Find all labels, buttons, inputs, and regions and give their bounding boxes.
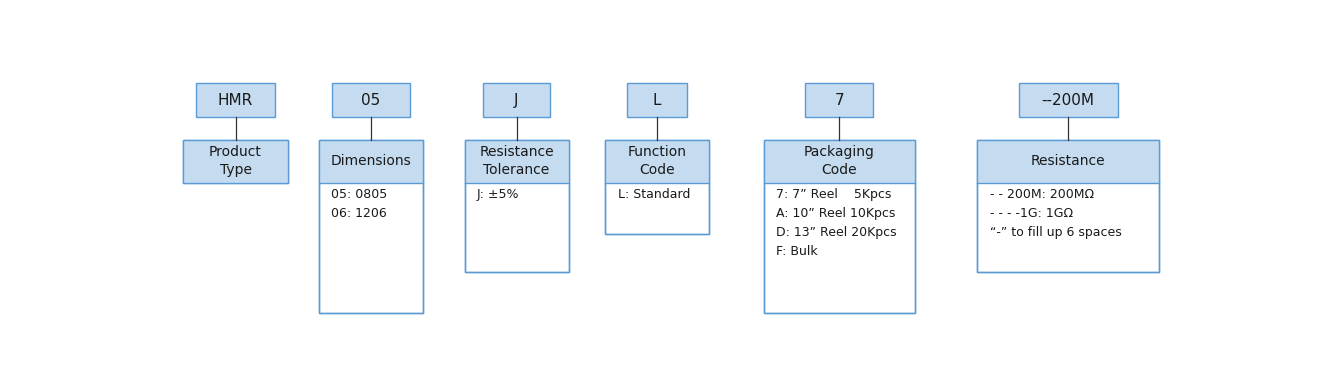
Bar <box>978 140 1159 271</box>
Text: - - 200M: 200MΩ
- - - -1G: 1GΩ
“-” to fill up 6 spaces: - - 200M: 200MΩ - - - -1G: 1GΩ “-” to fi… <box>990 189 1121 239</box>
Bar <box>184 140 287 182</box>
Bar <box>465 140 568 182</box>
Text: 7: 7 <box>834 93 843 108</box>
Bar <box>978 140 1159 182</box>
Text: J: J <box>514 93 518 108</box>
Text: Resistance
Tolerance: Resistance Tolerance <box>479 145 553 177</box>
Text: L: L <box>653 93 661 108</box>
Bar <box>332 83 410 117</box>
Bar <box>764 140 915 313</box>
Text: J: ±5%: J: ±5% <box>477 189 520 201</box>
Text: --200M: --200M <box>1042 93 1095 108</box>
Bar <box>482 83 551 117</box>
Bar <box>318 140 423 313</box>
Bar <box>184 140 287 182</box>
Bar <box>318 140 423 313</box>
Bar <box>184 140 287 182</box>
Text: Resistance: Resistance <box>1031 154 1105 168</box>
Bar <box>606 140 709 234</box>
Bar <box>465 140 568 271</box>
Text: HMR: HMR <box>218 93 252 108</box>
Bar <box>318 140 423 182</box>
Bar <box>978 140 1159 271</box>
Text: Function
Code: Function Code <box>627 145 686 177</box>
Bar <box>1019 83 1117 117</box>
Bar <box>806 83 873 117</box>
Bar <box>606 140 709 234</box>
Text: L: Standard: L: Standard <box>618 189 690 201</box>
Bar <box>627 83 688 117</box>
Text: 05: 0805
06: 1206: 05: 0805 06: 1206 <box>332 189 388 221</box>
Bar <box>606 140 709 182</box>
Bar <box>764 140 915 313</box>
Bar <box>764 140 915 182</box>
Bar <box>465 140 568 271</box>
Bar <box>196 83 274 117</box>
Text: Dimensions: Dimensions <box>330 154 411 168</box>
Text: Packaging
Code: Packaging Code <box>803 145 874 177</box>
Text: Product
Type: Product Type <box>210 145 262 177</box>
Text: 7: 7” Reel    5Kpcs
A: 10” Reel 10Kpcs
D: 13” Reel 20Kpcs
F: Bulk: 7: 7” Reel 5Kpcs A: 10” Reel 10Kpcs D: 1… <box>776 189 897 258</box>
Text: 05: 05 <box>361 93 380 108</box>
